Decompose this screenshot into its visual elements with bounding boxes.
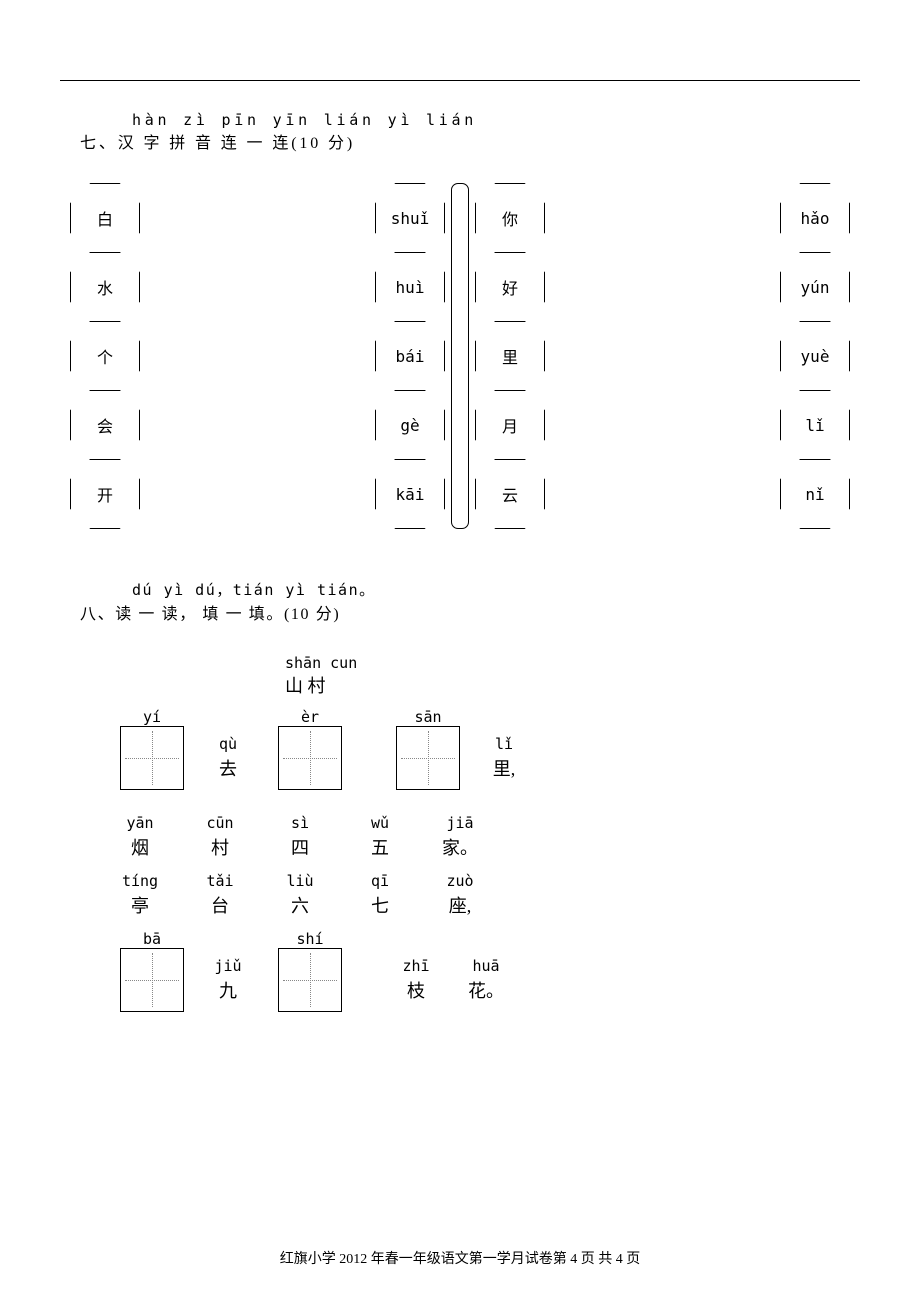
l2c5: jiā家。 (440, 814, 480, 860)
oct-c3-5: 云 (475, 459, 545, 529)
l1c6: lǐ 里, (484, 735, 524, 781)
oct-c4-1: hǎo (780, 183, 850, 253)
oct-c1-1: 白 (70, 183, 140, 253)
col1: 白 水 个 会 开 (70, 183, 140, 529)
oct-c2-4: gè (375, 390, 445, 460)
l2c2: cūn村 (200, 814, 240, 860)
section7-matching: 白 水 个 会 开 shuǐ huì bái gè kāi 你 好 里 月 云 (60, 183, 860, 529)
section8: dú yì dú，tián yì tián。 八、读 一 读， 填 一 填。(1… (60, 579, 860, 1012)
sec8-pinyin: dú yì dú，tián yì tián。 (132, 579, 860, 600)
l2c4: wǔ五 (360, 814, 400, 860)
poem-body: yí èr sān qù 去 lǐ (120, 708, 860, 1012)
oct-c1-2: 水 (70, 252, 140, 322)
section8-header: dú yì dú，tián yì tián。 八、读 一 读， 填 一 填。(1… (60, 579, 860, 624)
l4c5: huā 花。 (466, 957, 506, 1003)
oct-c1-3: 个 (70, 321, 140, 391)
oct-c2-5: kāi (375, 459, 445, 529)
section7-header: hàn zì pīn yīn lián yì lián 七、汉 字 拼 音 连 … (60, 111, 860, 153)
sec7-pinyin: hàn zì pīn yīn lián yì lián (132, 111, 860, 129)
oct-c3-1: 你 (475, 183, 545, 253)
write-box-1[interactable] (120, 726, 184, 790)
l3c5: zuò座, (440, 872, 480, 918)
oct-c4-2: yún (780, 252, 850, 322)
oct-c4-4: lǐ (780, 390, 850, 460)
l2c3: sì四 (280, 814, 320, 860)
l3c2: tǎi台 (200, 872, 240, 918)
l1a5: sān (396, 708, 460, 726)
l1a3: èr (278, 708, 342, 726)
oct-c2-1: shuǐ (375, 183, 445, 253)
l1a1: yí (120, 708, 184, 726)
sec7-hanzi: 七、汉 字 拼 音 连 一 连(10 分) (80, 129, 860, 153)
write-box-2[interactable] (278, 726, 342, 790)
oct-c2-3: bái (375, 321, 445, 391)
divider-bar (451, 183, 469, 529)
oct-c3-4: 月 (475, 390, 545, 460)
col2: shuǐ huì bái gè kāi (375, 183, 445, 529)
col4: hǎo yún yuè lǐ nǐ (780, 183, 850, 529)
col3: 你 好 里 月 云 (475, 183, 545, 529)
oct-c3-2: 好 (475, 252, 545, 322)
l4a3: shí (278, 930, 342, 948)
oct-c4-5: nǐ (780, 459, 850, 529)
middle-group: shuǐ huì bái gè kāi 你 好 里 月 云 (375, 183, 545, 529)
l3c4: qī七 (360, 872, 400, 918)
oct-c3-3: 里 (475, 321, 545, 391)
oct-c2-2: huì (375, 252, 445, 322)
oct-c1-5: 开 (70, 459, 140, 529)
poem-title: shān cun 山 村 (285, 654, 860, 698)
l4a1: bā (120, 930, 184, 948)
sec8-hanzi: 八、读 一 读， 填 一 填。(10 分) (80, 600, 860, 624)
page-footer: 红旗小学 2012 年春一年级语文第一学月试卷第 4 页 共 4 页 (0, 1248, 920, 1268)
oct-c4-3: yuè (780, 321, 850, 391)
top-rule (60, 80, 860, 81)
l2c1: yān烟 (120, 814, 160, 860)
l3c3: liù六 (280, 872, 320, 918)
write-box-4[interactable] (120, 948, 184, 1012)
oct-c1-4: 会 (70, 390, 140, 460)
l1c2: qù 去 (208, 735, 248, 781)
write-box-5[interactable] (278, 948, 342, 1012)
write-box-3[interactable] (396, 726, 460, 790)
l3c1: tíng亭 (120, 872, 160, 918)
l4c2: jiǔ 九 (208, 957, 248, 1003)
l4c4: zhī 枝 (396, 957, 436, 1003)
